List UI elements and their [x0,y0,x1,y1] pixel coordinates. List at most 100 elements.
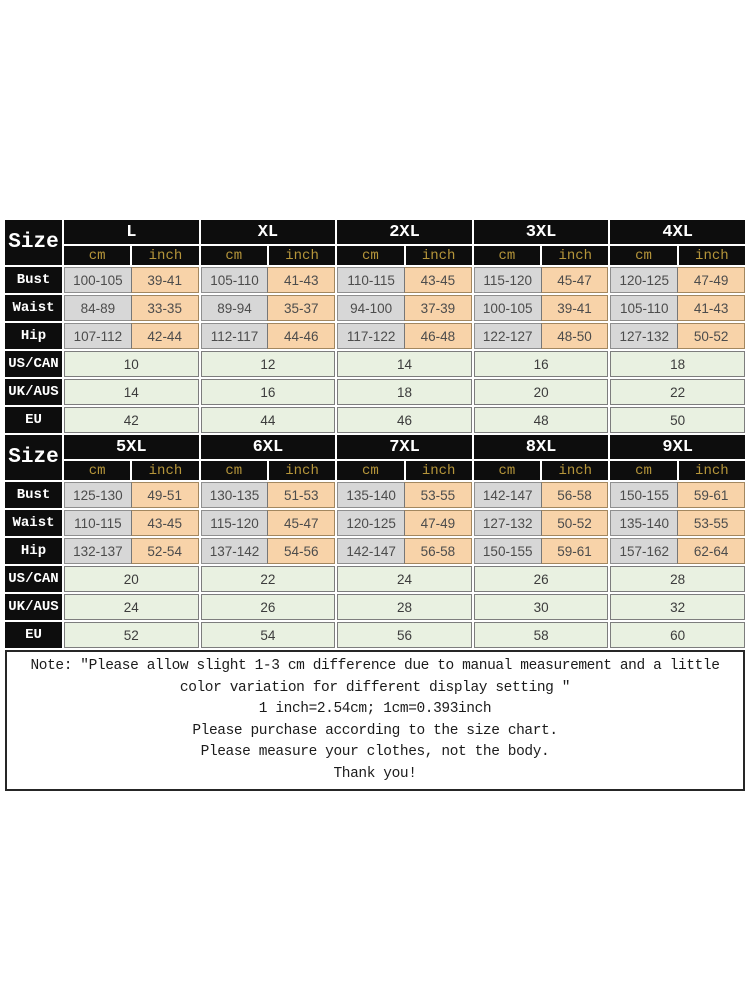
cm-value-cell: 135-140 [337,482,404,508]
unit-header-cm: cm [64,461,131,480]
unit-header-row: cm inch [200,461,336,480]
inch-value-cell: 50-52 [540,510,609,536]
measurement-cell-pair: 127-132 50-52 [610,323,746,349]
cm-value-cell: 117-122 [337,323,404,349]
inch-value-cell: 45-47 [267,510,336,536]
inch-value-cell: 46-48 [404,323,472,349]
measurement-cell-pair: 105-110 41-43 [200,267,336,293]
cm-value-cell: 84-89 [64,295,131,321]
region-size-cell: 10 [64,351,199,377]
size-group-name: 3XL [473,220,609,244]
unit-header-inch: inch [132,246,199,265]
row-label-hip: Hip [5,538,62,564]
measurement-cell-pair: 137-142 54-56 [200,538,336,564]
cm-value-cell: 105-110 [200,267,268,293]
region-size-cell: 14 [337,351,472,377]
note-line-1: Note: ″Please allow slight 1-3 cm differ… [30,658,720,674]
region-size-cell: 20 [473,379,609,405]
note-line-3: 1 inch=2.54cm; 1cm=0.393inch [258,701,492,717]
cm-value-cell: 89-94 [200,295,268,321]
cm-value-cell: 120-125 [337,510,404,536]
measurement-cell-pair: 105-110 41-43 [610,295,746,321]
inch-value-cell: 42-44 [130,323,199,349]
cm-value-cell: 142-147 [473,482,541,508]
inch-value-cell: 43-45 [404,267,472,293]
measurement-cell-pair: 135-140 53-55 [337,482,472,508]
region-size-cell: 14 [64,379,199,405]
measurement-cell-pair: 100-105 39-41 [473,295,609,321]
inch-value-cell: 52-54 [130,538,199,564]
region-size-cell: 46 [337,407,472,433]
cm-value-cell: 142-147 [337,538,404,564]
cm-value-cell: 157-162 [610,538,678,564]
inch-value-cell: 59-61 [540,538,609,564]
inch-value-cell: 62-64 [677,538,746,564]
unit-header-cm: cm [200,246,267,265]
row-label-uk-aus: UK/AUS [5,594,62,620]
size-group-name: XL [200,220,336,244]
size-group-header: 4XL cm inch [610,220,746,265]
cm-value-cell: 110-115 [64,510,131,536]
region-size-cell: 26 [200,594,336,620]
inch-value-cell: 37-39 [404,295,472,321]
size-group-name: 2XL [337,220,472,244]
region-size-cell: 42 [64,407,199,433]
region-size-cell: 48 [473,407,609,433]
inch-value-cell: 48-50 [540,323,609,349]
row-label-us-can: US/CAN [5,566,62,592]
measurement-cell-pair: 150-155 59-61 [610,482,746,508]
inch-value-cell: 47-49 [404,510,472,536]
cm-value-cell: 127-132 [473,510,541,536]
size-group-header: 9XL cm inch [610,435,746,480]
unit-header-inch: inch [678,246,746,265]
measurement-cell-pair: 122-127 48-50 [473,323,609,349]
size-group-header: 5XL cm inch [64,435,199,480]
note-line-5: Please measure your clothes, not the bod… [200,744,550,760]
measurement-cell-pair: 117-122 46-48 [337,323,472,349]
unit-header-row: cm inch [473,461,609,480]
unit-header-row: cm inch [610,246,746,265]
region-size-cell: 30 [473,594,609,620]
measurement-cell-pair: 125-130 49-51 [64,482,199,508]
region-size-cell: 56 [337,622,472,648]
size-corner-label: Size [5,220,62,265]
size-group-name: 4XL [610,220,745,244]
unit-header-row: cm inch [473,246,609,265]
region-size-cell: 58 [473,622,609,648]
measurement-cell-pair: 115-120 45-47 [200,510,336,536]
cm-value-cell: 135-140 [610,510,678,536]
inch-value-cell: 56-58 [404,538,472,564]
inch-value-cell: 39-41 [130,267,199,293]
measurement-cell-pair: 135-140 53-55 [610,510,746,536]
region-size-cell: 28 [610,566,745,592]
unit-header-row: cm inch [64,246,199,265]
region-size-cell: 20 [64,566,199,592]
row-label-hip: Hip [5,323,62,349]
inch-value-cell: 41-43 [677,295,746,321]
measurement-cell-pair: 150-155 59-61 [473,538,609,564]
measurement-cell-pair: 120-125 47-49 [610,267,746,293]
region-size-cell: 54 [200,622,336,648]
cm-value-cell: 112-117 [200,323,268,349]
unit-header-inch: inch [132,461,199,480]
region-size-cell: 16 [473,351,609,377]
size-table-lower: Size 5XL cm inch 6XL cm inch 7XL cm inch 8XL cm inch… [5,435,746,648]
row-label-bust: Bust [5,482,62,508]
size-group-header: 2XL cm inch [337,220,472,265]
unit-header-row: cm inch [610,461,746,480]
size-group-header: 8XL cm inch [473,435,609,480]
cm-value-cell: 137-142 [200,538,268,564]
inch-value-cell: 33-35 [130,295,199,321]
region-size-cell: 24 [337,566,472,592]
region-size-cell: 26 [473,566,609,592]
inch-value-cell: 41-43 [267,267,336,293]
region-size-cell: 18 [610,351,745,377]
region-size-cell: 50 [610,407,745,433]
inch-value-cell: 39-41 [540,295,609,321]
cm-value-cell: 122-127 [473,323,541,349]
row-label-bust: Bust [5,267,62,293]
unit-header-row: cm inch [64,461,199,480]
